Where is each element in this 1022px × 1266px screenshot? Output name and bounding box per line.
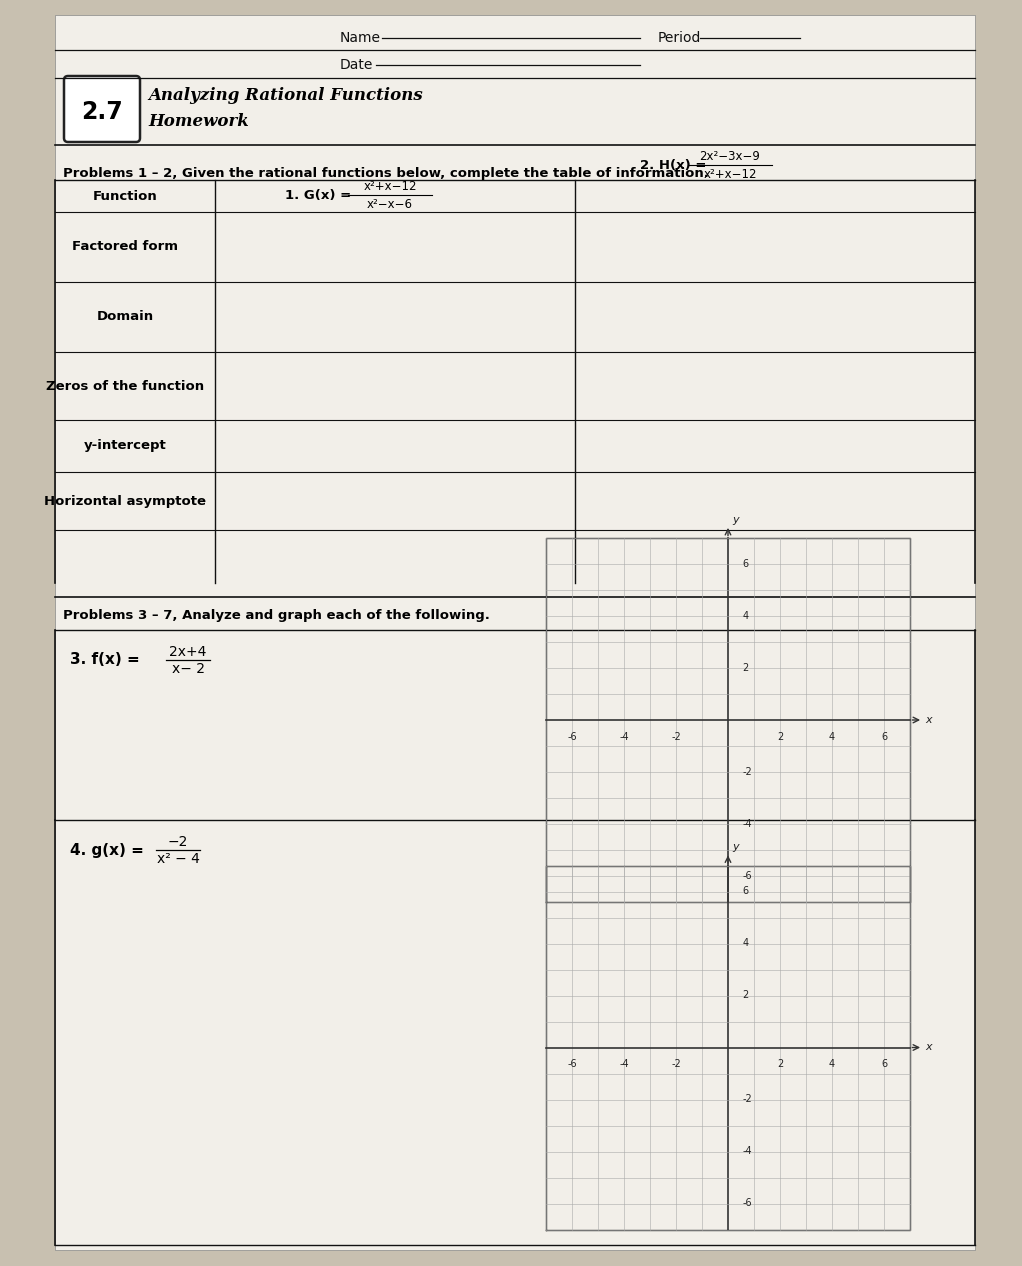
Text: -6: -6: [742, 1199, 752, 1209]
Text: y: y: [733, 842, 739, 852]
Text: 6: 6: [742, 886, 748, 896]
Text: Date: Date: [340, 58, 373, 72]
Text: 2. H(x) =: 2. H(x) =: [640, 158, 706, 171]
Text: −2: −2: [168, 836, 188, 849]
Text: Name: Name: [340, 30, 381, 46]
Text: Problems 1 – 2, Given the rational functions below, complete the table of inform: Problems 1 – 2, Given the rational funct…: [63, 167, 709, 180]
Text: Horizontal asymptote: Horizontal asymptote: [44, 495, 206, 508]
Text: 6: 6: [742, 560, 748, 568]
Text: y: y: [733, 515, 739, 525]
Text: x²−x−6: x²−x−6: [367, 197, 413, 210]
Text: -2: -2: [671, 1060, 681, 1070]
Text: 2: 2: [742, 990, 748, 1000]
Text: -4: -4: [742, 819, 752, 829]
Text: 2.7: 2.7: [81, 100, 123, 124]
Text: 4: 4: [742, 938, 748, 948]
Text: Zeros of the function: Zeros of the function: [46, 380, 204, 392]
Text: -2: -2: [671, 732, 681, 742]
FancyBboxPatch shape: [64, 76, 140, 142]
Text: x² − 4: x² − 4: [156, 852, 199, 866]
Text: Period: Period: [658, 30, 701, 46]
Text: x: x: [925, 1042, 931, 1052]
Text: -2: -2: [742, 1095, 752, 1104]
Text: 2: 2: [777, 732, 783, 742]
Text: 4. g(x) =: 4. g(x) =: [69, 842, 144, 857]
Text: -6: -6: [567, 732, 576, 742]
Text: x− 2: x− 2: [172, 662, 204, 676]
Text: 6: 6: [881, 1060, 887, 1070]
Text: 2x²−3x−9: 2x²−3x−9: [700, 149, 760, 162]
Text: -4: -4: [619, 732, 629, 742]
Text: 3. f(x) =: 3. f(x) =: [69, 652, 140, 667]
Text: x²+x−12: x²+x−12: [703, 167, 756, 181]
Text: -2: -2: [742, 767, 752, 777]
Text: 4: 4: [742, 611, 748, 622]
Text: 4: 4: [829, 732, 835, 742]
Text: 4: 4: [829, 1060, 835, 1070]
Text: 2x+4: 2x+4: [170, 644, 206, 660]
Text: Analyzing Rational Functions: Analyzing Rational Functions: [148, 87, 423, 105]
Text: Problems 3 – 7, Analyze and graph each of the following.: Problems 3 – 7, Analyze and graph each o…: [63, 609, 490, 622]
Text: Domain: Domain: [96, 310, 153, 324]
Text: -6: -6: [742, 871, 752, 881]
Text: Homework: Homework: [148, 114, 248, 130]
Text: 2: 2: [742, 663, 748, 674]
Text: -6: -6: [567, 1060, 576, 1070]
Text: Factored form: Factored form: [72, 241, 178, 253]
Text: 1. G(x) =: 1. G(x) =: [285, 189, 352, 201]
Text: -4: -4: [619, 1060, 629, 1070]
Text: x: x: [925, 715, 931, 725]
Text: -4: -4: [742, 1147, 752, 1157]
Text: 2: 2: [777, 1060, 783, 1070]
Text: 6: 6: [881, 732, 887, 742]
Text: Function: Function: [93, 190, 157, 203]
Text: y-intercept: y-intercept: [84, 439, 167, 452]
Text: x²+x−12: x²+x−12: [363, 180, 417, 192]
